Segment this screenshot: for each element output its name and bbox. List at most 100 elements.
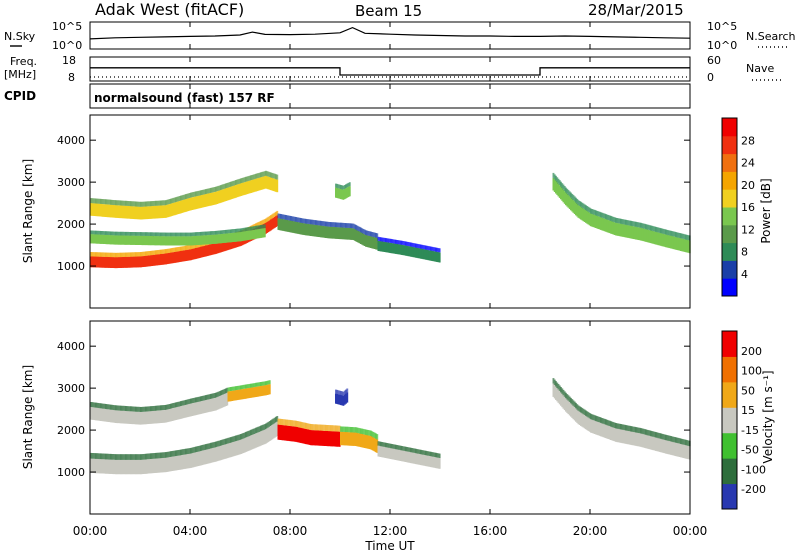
band-6-cell (337, 188, 340, 199)
band-2-cell (247, 230, 250, 240)
band-6-fringe (603, 418, 606, 425)
band-5-cell (568, 196, 571, 209)
band-0-fringe (233, 180, 236, 186)
band-6-cell (607, 425, 610, 439)
band-5-cell (687, 240, 690, 253)
band-1-fringe (106, 453, 109, 460)
band-0-fringe (170, 198, 172, 204)
band-3-cell (345, 227, 347, 240)
band-5-cell (637, 227, 640, 240)
band-0-fringe (156, 200, 159, 206)
x-tick-label: 12:00 (373, 524, 408, 538)
power-colorbar-label: Power [dB] (759, 178, 773, 243)
band-3-cell (307, 429, 310, 445)
band-1-fringe (123, 252, 126, 257)
band-3-fringe (333, 222, 336, 227)
band-2-fringe (241, 228, 244, 232)
band-1-fringe (157, 452, 160, 459)
band-1-fringe (208, 443, 211, 449)
band-1-fringe (230, 437, 232, 443)
band-0-fringe (128, 406, 131, 412)
band-0-fringe (128, 201, 131, 207)
band-4-cell (401, 244, 404, 255)
band-2-fringe (225, 229, 227, 234)
band-1-cell (208, 448, 211, 464)
band-2-cell (265, 385, 267, 396)
band-1-cell (98, 256, 101, 268)
band-3-fringe (317, 220, 320, 226)
band-0-cell (112, 205, 115, 218)
band-6-fringe (628, 425, 631, 432)
band-4-fringe (351, 427, 353, 433)
band-1-fringe (170, 451, 172, 457)
band-4-fringe (385, 238, 387, 243)
band-5-cell (392, 448, 395, 460)
band-4-cell (348, 432, 351, 446)
band-0-cell (223, 188, 226, 202)
band-6-cell (651, 436, 654, 450)
band-0-fringe (155, 200, 157, 206)
band-1-fringe (202, 444, 205, 451)
band-2-fringe (98, 230, 101, 235)
band-1-cell (112, 459, 115, 475)
band-3-cell (297, 427, 300, 443)
band-4-fringe (340, 426, 342, 432)
band-1-fringe (255, 427, 257, 434)
band-0-cell (178, 406, 181, 420)
band-0-cell (102, 204, 105, 217)
band-0-cell (138, 206, 141, 220)
band-0-cell (140, 412, 142, 425)
band-4-fringe (403, 241, 406, 246)
band-6-cell (631, 431, 634, 446)
band-3-fringe (315, 220, 317, 225)
band-1-cell (250, 435, 252, 450)
band-0-cell (201, 195, 204, 208)
band-5-cell (596, 215, 599, 229)
band-5-fringe (413, 448, 416, 453)
band-4-cell (355, 432, 357, 446)
band-4-fringe (366, 429, 369, 436)
band-0-fringe (95, 198, 97, 204)
band-4-cell (352, 432, 355, 446)
band-6-cell (655, 437, 657, 451)
band-5-cell (435, 457, 437, 469)
band-7-fringe (337, 390, 340, 395)
band-1-cell (265, 222, 267, 234)
band-3-fringe (310, 219, 312, 225)
band-1-fringe (161, 249, 164, 254)
band-0-fringe (228, 182, 231, 188)
band-4-cell (361, 434, 364, 448)
band-1-fringe (142, 454, 145, 460)
band-5-fringe (638, 222, 641, 228)
band-6-cell (661, 439, 664, 453)
band-1-fringe (172, 247, 175, 253)
band-1-cell (167, 253, 170, 264)
band-6-cell (626, 430, 629, 445)
band-3-fringe (301, 422, 304, 429)
band-0-cell (187, 198, 190, 211)
band-4-fringe (380, 237, 382, 242)
band-0-fringe (116, 200, 119, 206)
band-5-fringe (636, 222, 639, 228)
band-1-fringe (225, 438, 227, 445)
nave-tick-top: 60 (707, 54, 721, 67)
band-6-cell (561, 393, 564, 408)
band-2-cell (181, 236, 184, 246)
band-2-fringe (243, 227, 246, 232)
band-2-fringe (187, 232, 190, 237)
band-0-cell (158, 205, 161, 219)
band-0-fringe (126, 200, 129, 206)
band-1-fringe (167, 248, 170, 254)
band-2-cell (208, 235, 211, 245)
band-1-cell (245, 437, 247, 452)
band-3-cell (306, 429, 309, 445)
band-1-cell (201, 450, 204, 466)
band-3-cell (285, 425, 287, 441)
band-2-cell (180, 236, 182, 246)
band-5-cell (391, 448, 394, 460)
band-2-fringe (228, 387, 231, 392)
band-1-cell (213, 243, 216, 255)
band-0-cell (271, 177, 274, 191)
band-1-fringe (153, 250, 156, 255)
band-4-fringe (413, 243, 416, 248)
